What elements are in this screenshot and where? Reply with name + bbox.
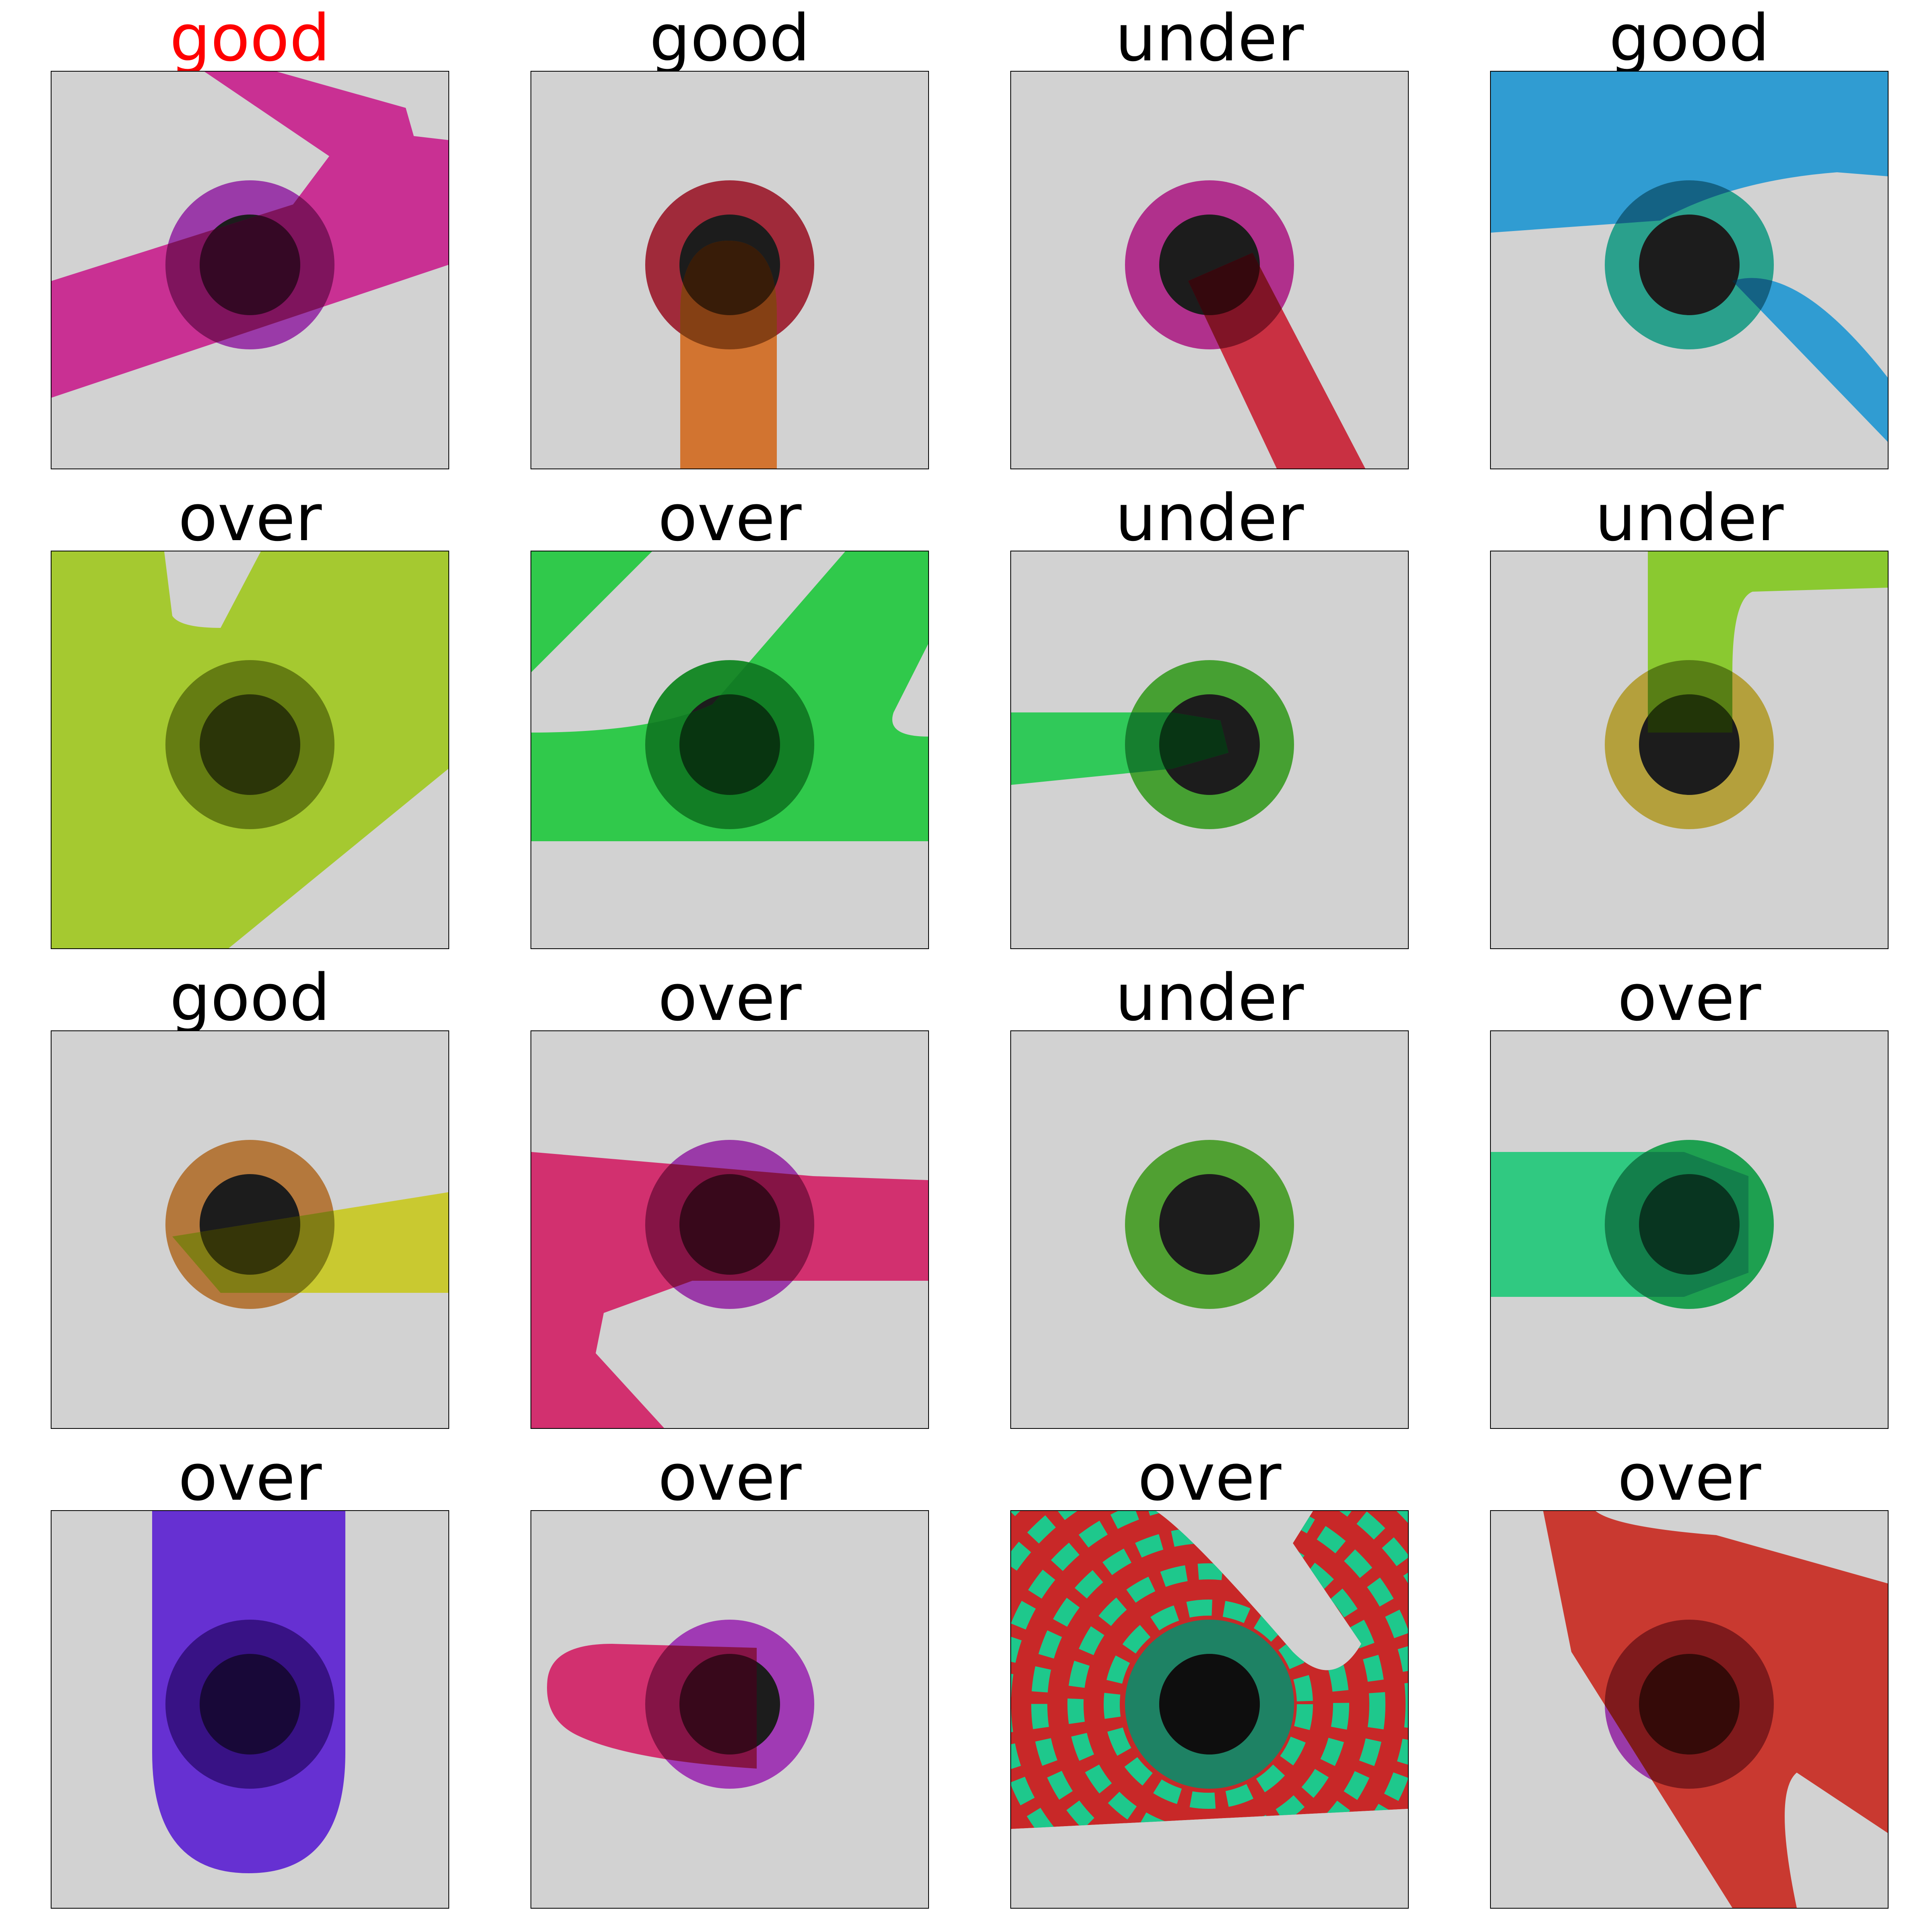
- via-drawing: [1491, 1511, 1888, 1908]
- via-drawing: [531, 72, 928, 469]
- via-drawing: [52, 551, 448, 948]
- via-drawing: [52, 1511, 448, 1908]
- via-image: [1490, 71, 1889, 469]
- panel-cell: over: [1490, 1447, 1889, 1906]
- panel-cell: good: [1490, 8, 1889, 467]
- via-drawing: [1491, 72, 1888, 469]
- hole-overlap: [1639, 1174, 1740, 1275]
- panel-cell: over: [530, 488, 929, 947]
- hole-overlap: [1159, 1654, 1260, 1754]
- panel-cell: under: [1010, 968, 1409, 1426]
- hole-overlap: [200, 694, 300, 795]
- via-drawing: [1011, 551, 1408, 948]
- via-hole: [1159, 1174, 1260, 1275]
- via-drawing: [1491, 1031, 1888, 1428]
- via-drawing: [1011, 72, 1408, 469]
- via-image: [1010, 1030, 1409, 1429]
- panel-label: good: [51, 968, 449, 1028]
- panel-label: good: [530, 8, 929, 68]
- panel-label: under: [1490, 488, 1889, 548]
- via-image: [530, 1510, 929, 1909]
- panel-cell: good: [51, 8, 449, 467]
- panel-cell: good: [530, 8, 929, 467]
- panel-cell: over: [530, 968, 929, 1426]
- hole-overlap: [1639, 1654, 1740, 1754]
- panel-label: over: [51, 488, 449, 548]
- via-drawing: [531, 551, 928, 948]
- hole-overlap: [679, 1174, 780, 1275]
- via-drawing: [531, 1511, 928, 1908]
- via-hole: [1639, 215, 1740, 315]
- panel-cell: over: [51, 1447, 449, 1906]
- panel-cell: under: [1010, 488, 1409, 947]
- via-image: [1490, 551, 1889, 949]
- via-image: [530, 1030, 929, 1429]
- via-drawing: [531, 1031, 928, 1428]
- panel-cell: over: [1490, 968, 1889, 1426]
- panel-label: under: [1010, 968, 1409, 1028]
- panel-cell: over: [530, 1447, 929, 1906]
- via-image: [51, 1510, 449, 1909]
- via-image: [1490, 1030, 1889, 1429]
- panel-cell: under: [1490, 488, 1889, 947]
- via-image: [530, 71, 929, 469]
- panel-label: over: [1010, 1447, 1409, 1508]
- panel-cell: over: [1010, 1447, 1409, 1906]
- hole-overlap: [200, 1654, 300, 1754]
- panel-cell: over: [51, 488, 449, 947]
- panel-label: over: [530, 488, 929, 548]
- panel-label: good: [51, 8, 449, 68]
- via-drawing: [1011, 1511, 1408, 1908]
- panel-label: over: [1490, 1447, 1889, 1508]
- via-image: [1010, 551, 1409, 949]
- via-image: [51, 71, 449, 469]
- panel-label: good: [1490, 8, 1889, 68]
- panel-cell: under: [1010, 8, 1409, 467]
- via-image: [1010, 71, 1409, 469]
- via-drawing: [1011, 1031, 1408, 1428]
- panel-label: under: [1010, 8, 1409, 68]
- via-drawing: [1491, 551, 1888, 948]
- via-image: [1010, 1510, 1409, 1909]
- panel-label: under: [1010, 488, 1409, 548]
- panel-label: over: [530, 968, 929, 1028]
- panel-label: over: [530, 1447, 929, 1508]
- via-image: [530, 551, 929, 949]
- via-drawing: [52, 72, 448, 469]
- panel-label: over: [1490, 968, 1889, 1028]
- via-image: [51, 551, 449, 949]
- via-image: [1490, 1510, 1889, 1909]
- via-image: [51, 1030, 449, 1429]
- hole-overlap: [200, 215, 300, 315]
- panel-label: over: [51, 1447, 449, 1508]
- via-drawing: [52, 1031, 448, 1428]
- panel-cell: good: [51, 968, 449, 1426]
